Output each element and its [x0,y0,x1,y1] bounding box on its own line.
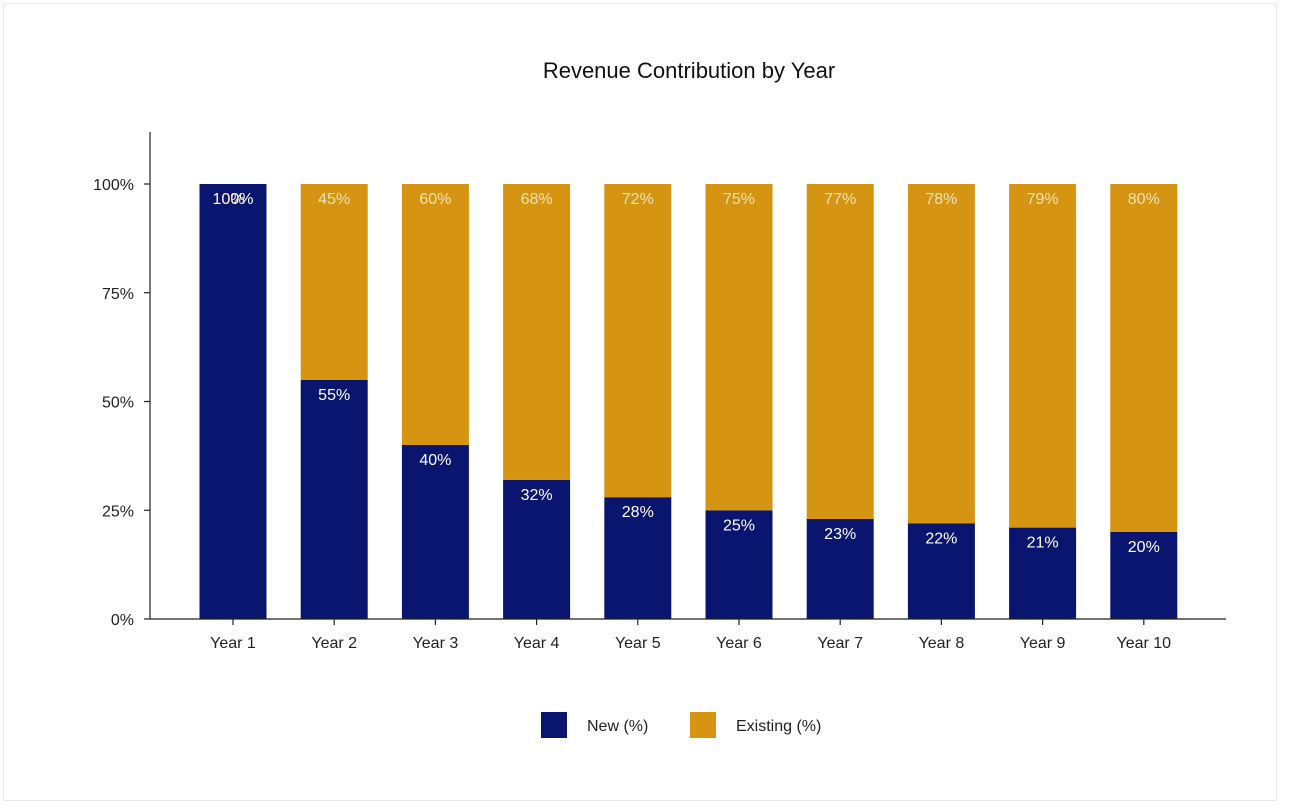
bars-group: 100%0% 55% 45% 40% 60% 32% 68% 28% 72% 25% 75% 23% 7… [199,184,1178,620]
bar-existing-3 [401,184,469,445]
x-tick-label: Year 4 [514,635,560,652]
bar-existing-4 [503,184,571,480]
data-label-existing-10: 80% [1128,191,1160,208]
bar-existing-7 [806,184,874,519]
legend-swatch-new [541,712,567,738]
legend-label-existing: Existing (%) [736,718,821,735]
legend-label-new: New (%) [587,718,648,735]
bar-new-1 [199,184,267,619]
bar-new-4 [503,479,571,619]
x-tick-label: Year 8 [919,635,965,652]
y-tick-label: 50% [102,395,134,412]
legend: New (%) Existing (%) [541,712,821,738]
axes-group: 0% 25% 50% 75% 100% Year 1 Year 2 Year 3 Year 4 Y… [93,132,1226,652]
y-tick-label: 100% [93,177,134,194]
bar-existing-9 [1009,184,1077,528]
data-label-new-10: 20% [1128,539,1160,556]
bar-new-2 [300,379,368,620]
data-label-new-2: 55% [318,387,350,404]
data-label-existing-1: 0% [221,191,244,208]
bar-new-9 [1009,527,1077,619]
x-tick-label: Year 1 [210,635,256,652]
data-label-new-8: 22% [925,530,957,547]
bar-new-10 [1110,532,1178,619]
bar-new-8 [907,523,975,619]
data-label-new-3: 40% [419,452,451,469]
data-label-existing-2: 45% [318,191,350,208]
data-label-new-1: 100% [213,191,254,208]
x-tick-label: Year 7 [817,635,863,652]
bar-new-5 [604,497,672,619]
bar-existing-6 [705,184,773,511]
y-tick-label: 75% [102,286,134,303]
data-label-new-4: 32% [521,487,553,504]
data-label-existing-5: 72% [622,191,654,208]
bar-new-3 [401,445,469,619]
bar-existing-5 [604,184,672,498]
data-label-new-6: 25% [723,517,755,534]
data-label-existing-8: 78% [925,191,957,208]
legend-swatch-existing [690,712,716,738]
bar-new-6 [705,510,773,620]
data-label-existing-6: 75% [723,191,755,208]
bar-existing-8 [907,184,975,524]
bar-existing-2 [300,184,368,380]
x-tick-label: Year 3 [413,635,459,652]
x-tick-label: Year 2 [311,635,357,652]
data-label-new-7: 23% [824,526,856,543]
data-label-new-5: 28% [622,504,654,521]
data-label-existing-4: 68% [521,191,553,208]
data-label-new-9: 21% [1027,535,1059,552]
x-tick-label: Year 5 [615,635,661,652]
y-tick-label: 0% [111,612,134,629]
data-label-existing-3: 60% [419,191,451,208]
data-label-existing-7: 77% [824,191,856,208]
bar-new-7 [806,519,874,619]
x-tick-label: Year 10 [1117,635,1172,652]
data-label-existing-9: 79% [1027,191,1059,208]
x-tick-label: Year 6 [716,635,762,652]
x-tick-label: Year 9 [1020,635,1066,652]
y-tick-label: 25% [102,503,134,520]
chart-title: Revenue Contribution by Year [543,58,835,83]
bar-existing-10 [1110,184,1178,532]
